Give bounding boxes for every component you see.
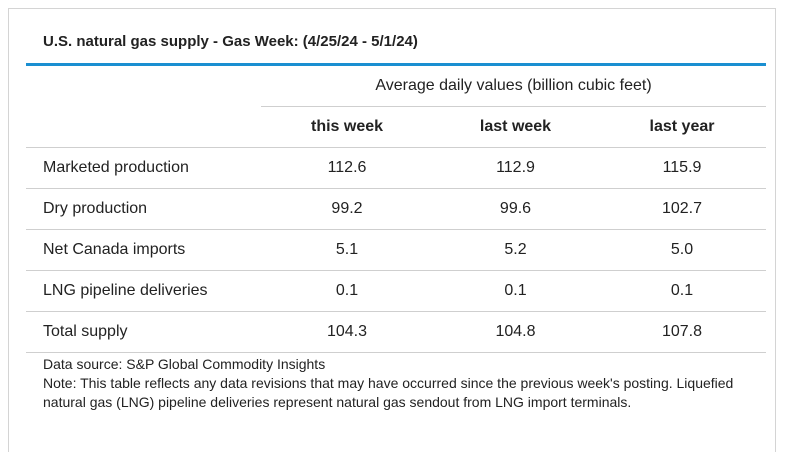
column-header-this-week: this week [261,106,433,148]
empty-label-header [26,106,261,148]
row-label: Dry production [26,188,261,230]
empty-corner-cell [26,66,261,107]
cell-this-week: 104.3 [261,311,433,353]
table-row-total: Total supply 104.3 104.8 107.8 [26,311,766,353]
column-header-last-year: last year [598,106,766,148]
cell-last-week: 104.8 [433,311,598,353]
cell-last-week: 5.2 [433,229,598,271]
revision-note: Note: This table reflects any data revis… [43,375,734,410]
column-header-last-week: last week [433,106,598,148]
cell-last-year: 0.1 [598,270,766,312]
table-row: Marketed production 112.6 112.9 115.9 [26,147,766,189]
table-row: Dry production 99.2 99.6 102.7 [26,188,766,230]
cell-last-year: 115.9 [598,147,766,189]
row-label: Net Canada imports [26,229,261,271]
title-divider [26,63,766,66]
cell-last-week: 99.6 [433,188,598,230]
data-source-note: Data source: S&P Global Commodity Insigh… [43,356,326,372]
cell-last-year: 5.0 [598,229,766,271]
cell-this-week: 99.2 [261,188,433,230]
cell-this-week: 112.6 [261,147,433,189]
table-group-header-row: Average daily values (billion cubic feet… [26,66,766,107]
cell-last-year: 102.7 [598,188,766,230]
supply-table: Average daily values (billion cubic feet… [26,66,766,353]
cell-last-week: 0.1 [433,270,598,312]
group-header: Average daily values (billion cubic feet… [261,66,766,107]
table-row: Net Canada imports 5.1 5.2 5.0 [26,229,766,271]
table-column-header-row: this week last week last year [26,106,766,148]
cell-this-week: 0.1 [261,270,433,312]
footnotes: Data source: S&P Global Commodity Insigh… [43,355,743,412]
cell-last-week: 112.9 [433,147,598,189]
table-row: LNG pipeline deliveries 0.1 0.1 0.1 [26,270,766,312]
panel-frame [8,8,776,452]
cell-this-week: 5.1 [261,229,433,271]
row-label: Marketed production [26,147,261,189]
row-label: LNG pipeline deliveries [26,270,261,312]
row-label: Total supply [26,311,261,353]
page-title: U.S. natural gas supply - Gas Week: (4/2… [43,33,418,50]
cell-last-year: 107.8 [598,311,766,353]
